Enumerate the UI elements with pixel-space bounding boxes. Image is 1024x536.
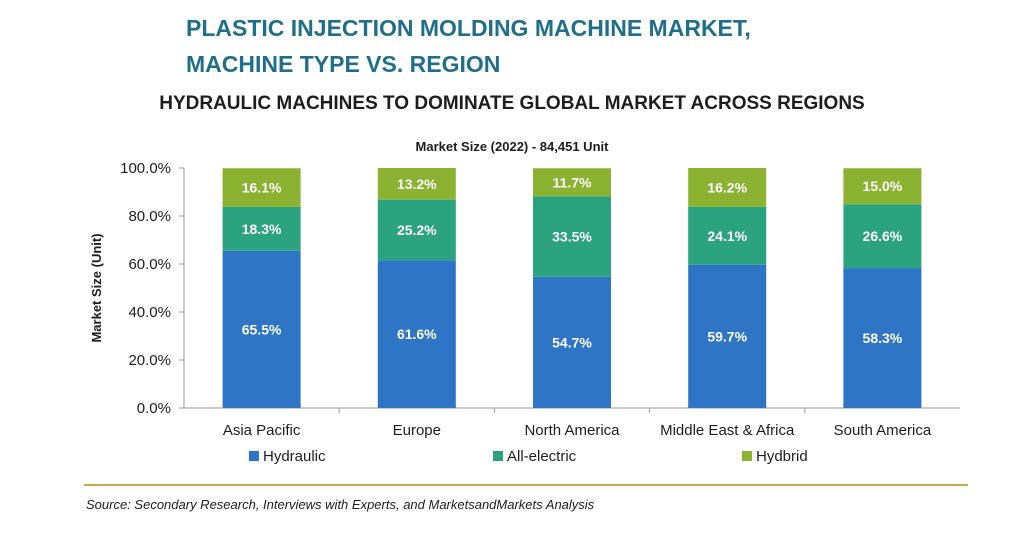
y-tick-label: 20.0% bbox=[128, 352, 171, 369]
bar-hydraulic-4 bbox=[843, 268, 922, 408]
data-label: 15.0% bbox=[863, 178, 903, 194]
data-label: 65.5% bbox=[242, 321, 282, 337]
x-tick-label: South America bbox=[834, 422, 932, 439]
bar-hydbrid-2 bbox=[533, 168, 611, 197]
bar-hydbrid-1 bbox=[377, 168, 456, 200]
data-label: 18.3% bbox=[242, 221, 282, 237]
bar-hydbrid-3 bbox=[688, 168, 767, 207]
data-label: 26.6% bbox=[863, 228, 903, 244]
data-label: 59.7% bbox=[707, 328, 747, 344]
data-label: 58.3% bbox=[863, 330, 903, 346]
data-label: 61.6% bbox=[397, 326, 437, 342]
bar-hydbrid-4 bbox=[843, 168, 922, 205]
data-label: 25.2% bbox=[397, 222, 437, 238]
legend-label: Hydbrid bbox=[756, 448, 808, 465]
legend-label: All-electric bbox=[507, 448, 577, 465]
source-note: Source: Secondary Research, Interviews w… bbox=[86, 497, 595, 512]
bar-hydraulic-2 bbox=[533, 276, 611, 408]
chart-title: Market Size (2022) - 84,451 Unit bbox=[416, 139, 610, 154]
legend-swatch bbox=[493, 451, 503, 461]
legend-label: Hydraulic bbox=[263, 448, 326, 465]
data-label: 24.1% bbox=[707, 228, 747, 244]
x-tick-label: North America bbox=[524, 422, 620, 439]
y-tick-label: 60.0% bbox=[128, 256, 171, 273]
y-tick-label: 80.0% bbox=[128, 208, 171, 225]
y-tick-label: 100.0% bbox=[120, 160, 171, 177]
data-label: 11.7% bbox=[553, 174, 592, 190]
bar-all-electric-1 bbox=[377, 199, 456, 261]
legend-swatch bbox=[249, 451, 259, 461]
legend-swatch bbox=[742, 451, 752, 461]
data-label: 13.2% bbox=[397, 176, 437, 192]
stacked-bar-chart: Market Size (2022) - 84,451 Unit Market S… bbox=[89, 139, 960, 465]
bar-hydraulic-3 bbox=[688, 264, 767, 408]
bar-hydbrid-0 bbox=[222, 168, 301, 207]
report-title: PLASTIC INJECTION MOLDING MACHINE MARKET… bbox=[186, 10, 751, 82]
data-label: 16.1% bbox=[242, 180, 282, 196]
data-label: 54.7% bbox=[552, 334, 592, 350]
x-tick-label: Europe bbox=[393, 422, 441, 439]
x-tick-label: Middle East & Africa bbox=[660, 422, 795, 439]
y-axis-title: Market Size (Unit) bbox=[89, 233, 104, 342]
y-tick-label: 0.0% bbox=[137, 400, 171, 417]
bar-all-electric-2 bbox=[533, 196, 611, 277]
bar-hydraulic-0 bbox=[222, 250, 301, 408]
title-line-2: MACHINE TYPE VS. REGION bbox=[186, 51, 501, 77]
x-tick-label: Asia Pacific bbox=[223, 422, 301, 439]
data-label: 33.5% bbox=[552, 229, 592, 245]
bar-all-electric-0 bbox=[222, 206, 301, 251]
bar-hydraulic-1 bbox=[377, 260, 456, 408]
footer-divider bbox=[84, 484, 968, 486]
bar-all-electric-4 bbox=[843, 204, 922, 269]
y-tick-label: 40.0% bbox=[128, 304, 171, 321]
title-line-1: PLASTIC INJECTION MOLDING MACHINE MARKET… bbox=[186, 15, 751, 41]
chart-subtitle: HYDRAULIC MACHINES TO DOMINATE GLOBAL MA… bbox=[159, 93, 865, 114]
data-label: 16.2% bbox=[707, 179, 747, 195]
bar-all-electric-3 bbox=[688, 206, 767, 265]
